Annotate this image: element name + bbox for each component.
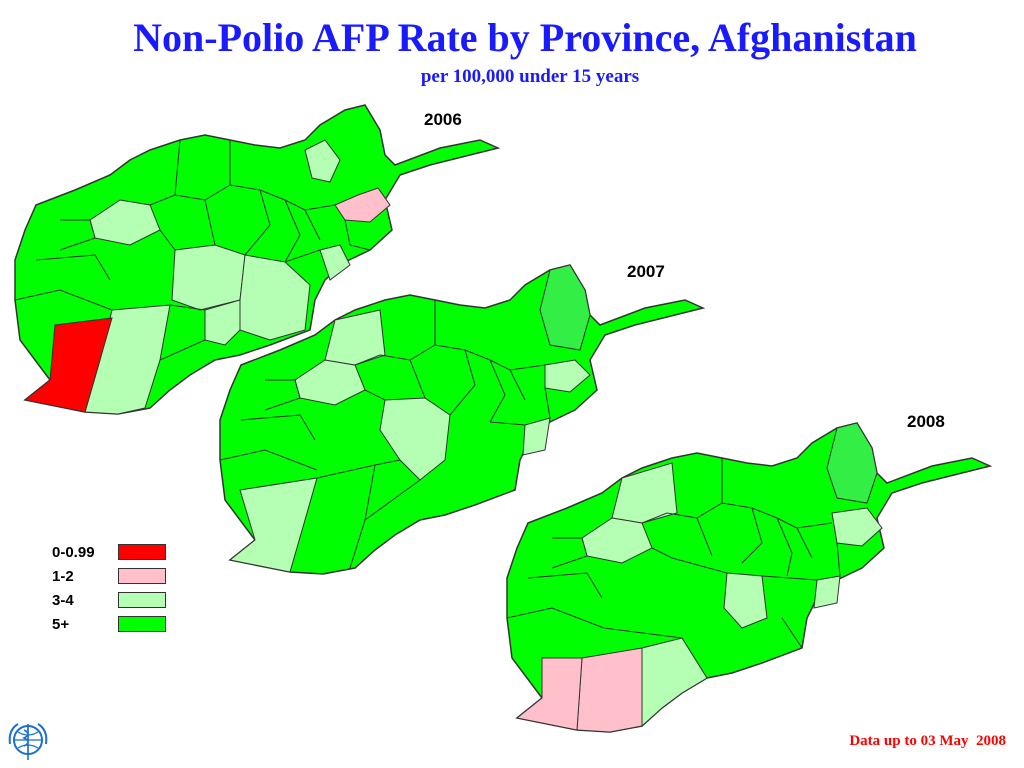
province-2008 <box>831 507 883 547</box>
province-2006 <box>304 139 341 183</box>
province-2006 <box>204 299 241 346</box>
map-2006 <box>14 104 499 415</box>
legend-swatch <box>118 592 166 608</box>
page-subtitle: per 100,000 under 15 years <box>420 66 640 87</box>
legend-item: 3-4 <box>52 588 166 612</box>
page-title: Non-Polio AFP Rate by Province, Afghanis… <box>133 15 917 60</box>
map-year-label-2008: 2008 <box>907 412 945 431</box>
legend-label: 3-4 <box>52 591 74 609</box>
map-year-label-2007: 2007 <box>627 262 665 281</box>
legend-item: 0-0.99 <box>52 540 166 564</box>
province-2008 <box>826 422 878 504</box>
province-2007 <box>544 359 591 393</box>
province-2007 <box>379 397 451 481</box>
province-2008 <box>576 647 643 733</box>
province-2008 <box>611 462 678 524</box>
province-2006 <box>319 244 351 281</box>
legend-item: 1-2 <box>52 564 166 588</box>
data-date-footnote: Data up to 03 May 2008 <box>849 733 1006 749</box>
map-2008 <box>506 422 991 733</box>
legend-item: 5+ <box>52 612 166 636</box>
province-2006 <box>23 317 113 413</box>
province-2008 <box>515 657 583 731</box>
map-year-label-2006: 2006 <box>424 110 462 129</box>
province-2007 <box>539 264 591 351</box>
legend-swatch <box>118 544 166 560</box>
legend-swatch <box>118 568 166 584</box>
legend-label: 1-2 <box>52 567 74 585</box>
who-emblem-icon <box>8 723 48 760</box>
legend-swatch <box>118 616 166 632</box>
legend: 0-0.99 1-2 3-4 5+ <box>52 540 166 636</box>
province-2008 <box>723 572 768 629</box>
province-2008 <box>813 575 841 609</box>
province-2007 <box>324 309 386 366</box>
legend-label: 5+ <box>52 615 70 633</box>
map-2007 <box>219 264 704 575</box>
legend-label: 0-0.99 <box>52 543 95 561</box>
province-2006 <box>171 244 246 311</box>
province-2007 <box>522 417 551 456</box>
